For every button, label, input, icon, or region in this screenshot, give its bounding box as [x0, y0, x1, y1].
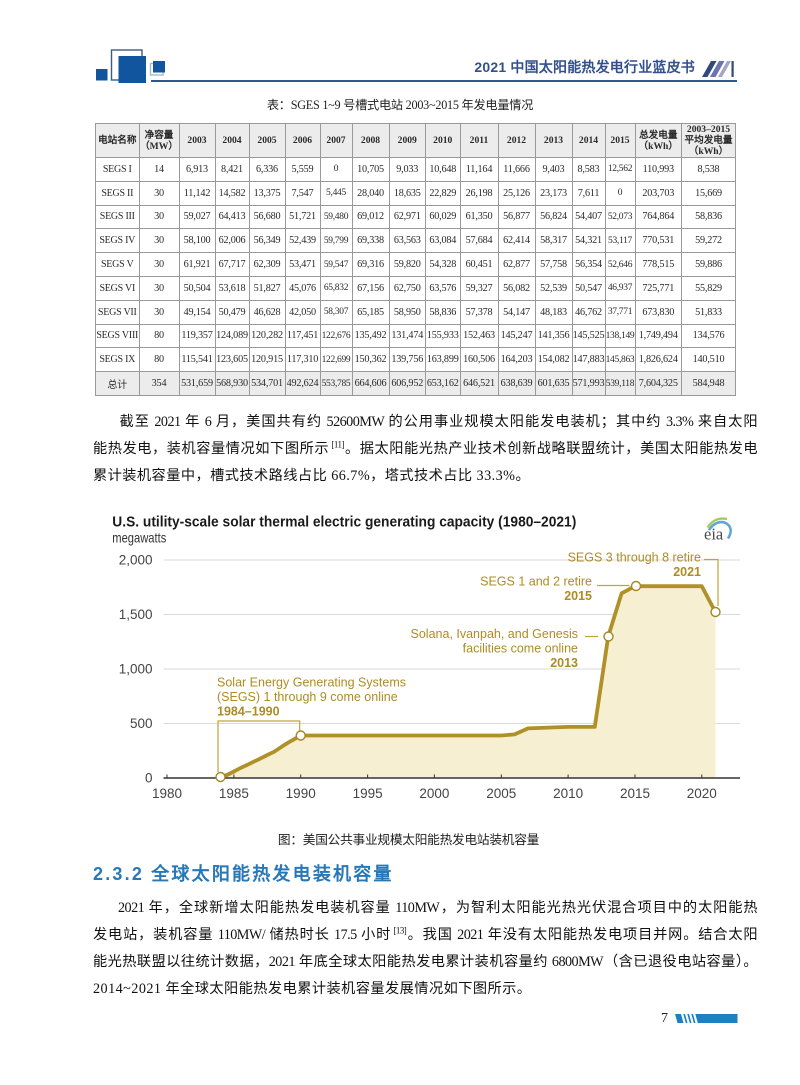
svg-text:1980: 1980 [152, 786, 182, 801]
svg-text:500: 500 [130, 716, 153, 731]
svg-text:SEGS 1 and 2 retire: SEGS 1 and 2 retire [480, 575, 592, 589]
svg-text:U.S. utility-scale solar therm: U.S. utility-scale solar thermal electri… [112, 514, 576, 530]
svg-text:1984–1990: 1984–1990 [217, 705, 280, 719]
svg-text:2015: 2015 [564, 589, 592, 603]
svg-text:facilities come online: facilities come online [463, 642, 578, 656]
svg-text:Solar Energy Generating System: Solar Energy Generating Systems [217, 676, 406, 690]
svg-text:1,000: 1,000 [119, 662, 153, 677]
svg-text:(SEGS) 1 through 9 come online: (SEGS) 1 through 9 come online [217, 690, 398, 704]
svg-text:0: 0 [145, 771, 153, 786]
svg-text:2013: 2013 [550, 656, 578, 670]
svg-text:1,500: 1,500 [119, 607, 153, 622]
svg-text:1985: 1985 [219, 786, 249, 801]
svg-text:megawatts: megawatts [112, 530, 166, 546]
svg-text:2000: 2000 [419, 786, 449, 801]
svg-text:2005: 2005 [486, 786, 516, 801]
svg-text:2020: 2020 [687, 786, 717, 801]
svg-text:1990: 1990 [286, 786, 316, 801]
svg-text:2021: 2021 [673, 565, 701, 579]
svg-text:SEGS 3 through 8 retire: SEGS 3 through 8 retire [568, 551, 701, 565]
svg-text:1995: 1995 [353, 786, 383, 801]
svg-text:2,000: 2,000 [119, 553, 153, 568]
svg-text:2010: 2010 [553, 786, 583, 801]
svg-text:2015: 2015 [620, 786, 650, 801]
svg-text:eia: eia [704, 525, 724, 544]
svg-text:Solana, Ivanpah, and Genesis: Solana, Ivanpah, and Genesis [411, 627, 578, 641]
